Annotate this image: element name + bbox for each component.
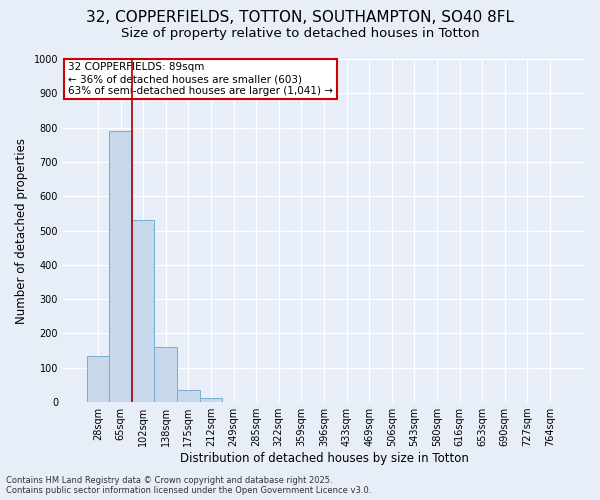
- Bar: [109, 131, 132, 402]
- Bar: [154, 347, 177, 402]
- Bar: [86, 356, 109, 402]
- Bar: [200, 398, 222, 402]
- X-axis label: Distribution of detached houses by size in Totton: Distribution of detached houses by size …: [179, 452, 469, 465]
- Text: Size of property relative to detached houses in Totton: Size of property relative to detached ho…: [121, 28, 479, 40]
- Text: Contains HM Land Registry data © Crown copyright and database right 2025.
Contai: Contains HM Land Registry data © Crown c…: [6, 476, 371, 495]
- Bar: [177, 390, 200, 402]
- Y-axis label: Number of detached properties: Number of detached properties: [15, 138, 28, 324]
- Text: 32 COPPERFIELDS: 89sqm
← 36% of detached houses are smaller (603)
63% of semi-de: 32 COPPERFIELDS: 89sqm ← 36% of detached…: [68, 62, 333, 96]
- Bar: [132, 220, 154, 402]
- Text: 32, COPPERFIELDS, TOTTON, SOUTHAMPTON, SO40 8FL: 32, COPPERFIELDS, TOTTON, SOUTHAMPTON, S…: [86, 10, 514, 25]
